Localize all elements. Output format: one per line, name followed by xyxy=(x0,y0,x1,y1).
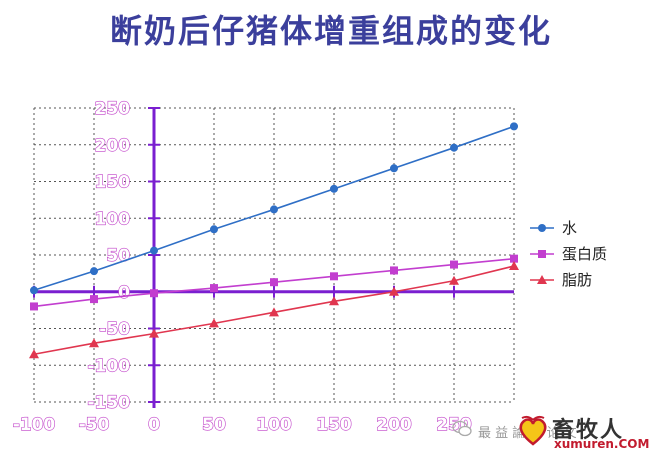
data-point xyxy=(149,328,159,338)
x-tick-label: -100 xyxy=(13,415,56,435)
brand-name: 畜牧人 xyxy=(552,418,625,443)
series-2 xyxy=(30,254,518,311)
data-point xyxy=(329,296,339,306)
y-tick-label: -100 xyxy=(87,356,130,376)
data-point xyxy=(510,254,518,263)
data-point xyxy=(89,338,99,348)
chart-title: 断奶后仔猪体增重组成的变化 xyxy=(109,12,552,50)
data-point xyxy=(90,295,98,304)
heart-logo-icon xyxy=(519,415,547,446)
x-tick-label: 200 xyxy=(376,415,412,435)
brand-url: xumuren.COM xyxy=(554,437,650,451)
legend-item: 蛋白质 xyxy=(530,245,607,263)
data-point xyxy=(30,286,38,295)
legend-marker xyxy=(538,224,546,232)
legend-label: 蛋白质 xyxy=(562,245,607,263)
legend-item: 水 xyxy=(530,219,577,237)
legend-label: 脂肪 xyxy=(562,271,592,289)
data-point xyxy=(150,289,158,298)
y-tick-label: 0 xyxy=(118,283,130,303)
y-tick-label: -150 xyxy=(87,393,130,413)
x-tick-label: 0 xyxy=(148,415,160,435)
data-point xyxy=(209,318,219,328)
series-3 xyxy=(29,261,519,359)
legend-marker xyxy=(537,275,547,284)
y-tick-label: 150 xyxy=(95,173,131,193)
data-point xyxy=(210,225,218,234)
y-tick-label: 250 xyxy=(95,99,131,119)
data-point xyxy=(30,302,38,311)
data-point xyxy=(210,284,218,293)
x-tick-label: 50 xyxy=(202,415,226,435)
y-tick-label: -50 xyxy=(99,320,130,340)
data-point xyxy=(330,184,338,193)
legend-marker xyxy=(538,250,546,258)
data-point xyxy=(29,349,39,359)
y-tick-label: 200 xyxy=(95,136,131,156)
data-point xyxy=(449,275,459,285)
wechat-icon xyxy=(452,420,472,437)
data-point xyxy=(330,272,338,281)
data-point xyxy=(270,278,278,287)
x-tick-label: -50 xyxy=(79,415,110,435)
data-point xyxy=(269,307,279,317)
x-tick-label: 100 xyxy=(256,415,292,435)
data-point xyxy=(450,143,458,152)
series xyxy=(29,122,519,359)
data-point xyxy=(390,164,398,173)
data-point xyxy=(90,267,98,276)
series-1 xyxy=(30,122,518,295)
data-point xyxy=(510,122,518,131)
y-tick-label: 100 xyxy=(95,209,131,229)
legend-label: 水 xyxy=(562,219,577,237)
data-point xyxy=(270,205,278,214)
legend-item: 脂肪 xyxy=(530,271,592,289)
data-point xyxy=(509,261,519,271)
data-point xyxy=(450,260,458,269)
data-point xyxy=(150,246,158,255)
data-point xyxy=(390,266,398,275)
x-tick-label: 150 xyxy=(316,415,352,435)
data-point xyxy=(389,286,399,296)
